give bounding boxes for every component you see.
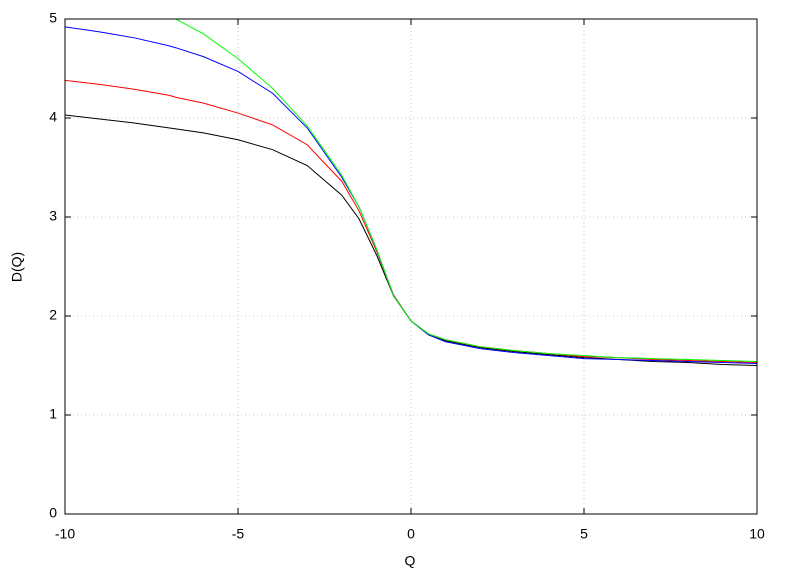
plot-frame [64,18,758,515]
y-axis-label: D(Q) [9,252,25,282]
series-line [175,19,757,363]
x-tick-label: 10 [749,526,765,542]
y-tick-label: 5 [49,10,57,26]
x-tick-label: -10 [55,526,75,542]
x-tick-label: 5 [580,526,588,542]
y-tick-label: 2 [49,307,57,323]
x-axis-label: Q [405,553,416,569]
y-tick-label: 1 [49,406,57,422]
x-tick-label: -5 [232,526,245,542]
y-tick-label: 0 [49,505,57,521]
x-tick-label: 0 [407,526,415,542]
y-tick-label: 3 [49,208,57,224]
y-tick-label: 4 [49,109,57,125]
